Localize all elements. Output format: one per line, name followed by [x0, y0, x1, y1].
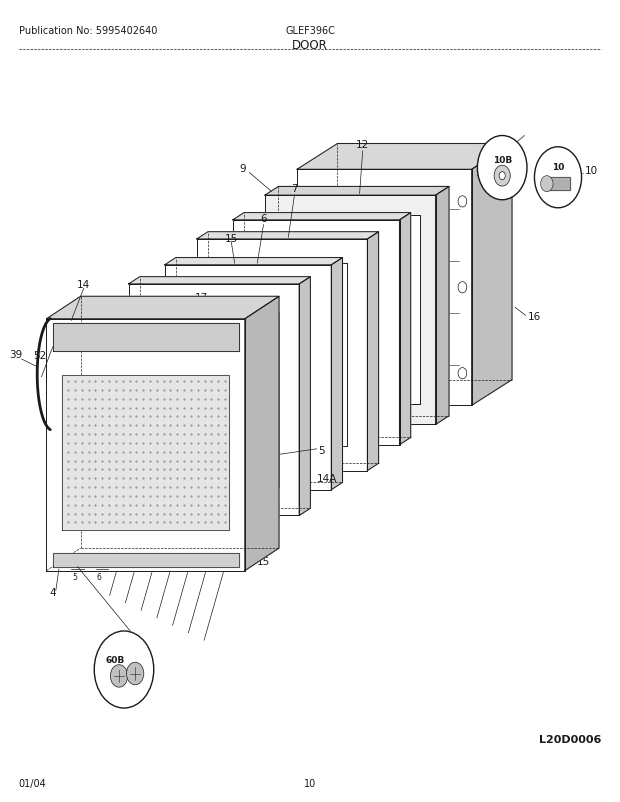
- Polygon shape: [436, 187, 449, 425]
- Circle shape: [458, 282, 467, 294]
- Polygon shape: [280, 216, 420, 405]
- Text: 5: 5: [72, 572, 77, 581]
- Polygon shape: [197, 233, 379, 240]
- Polygon shape: [62, 375, 229, 531]
- Text: L20D0006: L20D0006: [539, 735, 601, 744]
- Text: 6: 6: [97, 572, 102, 581]
- Text: 60B: 60B: [105, 655, 125, 665]
- Polygon shape: [233, 213, 410, 221]
- Polygon shape: [299, 277, 311, 516]
- Polygon shape: [217, 264, 347, 447]
- Text: 4: 4: [50, 587, 56, 597]
- Text: GLEF396C: GLEF396C: [285, 26, 335, 35]
- Circle shape: [499, 172, 505, 180]
- Polygon shape: [197, 240, 368, 471]
- Text: 16: 16: [528, 312, 541, 322]
- Text: 14: 14: [77, 279, 91, 290]
- Polygon shape: [193, 429, 234, 493]
- Text: eplacementParts.com: eplacementParts.com: [234, 410, 386, 424]
- Text: 52: 52: [33, 350, 47, 361]
- Polygon shape: [297, 170, 472, 406]
- Text: 7: 7: [291, 184, 298, 193]
- Circle shape: [534, 148, 582, 209]
- Circle shape: [110, 665, 128, 687]
- Text: 10B: 10B: [492, 156, 512, 165]
- Polygon shape: [233, 221, 399, 445]
- Text: 9: 9: [240, 164, 246, 174]
- Text: 3: 3: [205, 519, 211, 529]
- Polygon shape: [544, 178, 570, 191]
- Polygon shape: [149, 313, 279, 488]
- Circle shape: [477, 136, 527, 200]
- Text: 17: 17: [195, 293, 208, 302]
- Polygon shape: [53, 553, 239, 567]
- Polygon shape: [265, 196, 436, 425]
- Polygon shape: [265, 187, 449, 196]
- Polygon shape: [472, 144, 512, 406]
- Polygon shape: [53, 323, 239, 351]
- Text: 10: 10: [585, 166, 598, 176]
- Text: 6: 6: [260, 213, 267, 223]
- Circle shape: [94, 631, 154, 708]
- Polygon shape: [128, 277, 311, 285]
- Polygon shape: [245, 297, 279, 571]
- Text: DOOR: DOOR: [292, 38, 328, 51]
- Circle shape: [458, 196, 467, 208]
- Text: 01/04: 01/04: [19, 778, 46, 788]
- Circle shape: [458, 368, 467, 379]
- Text: 39: 39: [9, 349, 22, 359]
- Polygon shape: [46, 319, 245, 571]
- Polygon shape: [190, 302, 195, 543]
- Polygon shape: [165, 258, 342, 265]
- Polygon shape: [128, 285, 299, 516]
- Text: 14A: 14A: [317, 473, 337, 484]
- Text: 15: 15: [224, 233, 238, 243]
- Polygon shape: [331, 258, 342, 490]
- Text: 5: 5: [318, 445, 324, 456]
- Polygon shape: [297, 144, 512, 170]
- Text: Publication No: 5995402640: Publication No: 5995402640: [19, 26, 157, 35]
- Circle shape: [541, 176, 553, 192]
- Polygon shape: [399, 213, 410, 445]
- Text: 12: 12: [356, 140, 370, 150]
- Text: 10: 10: [304, 778, 316, 788]
- Polygon shape: [368, 233, 379, 471]
- Circle shape: [126, 662, 144, 685]
- Polygon shape: [46, 297, 279, 319]
- Polygon shape: [165, 265, 331, 490]
- Text: 10: 10: [552, 162, 564, 172]
- Text: 15: 15: [257, 556, 270, 566]
- Circle shape: [494, 166, 510, 187]
